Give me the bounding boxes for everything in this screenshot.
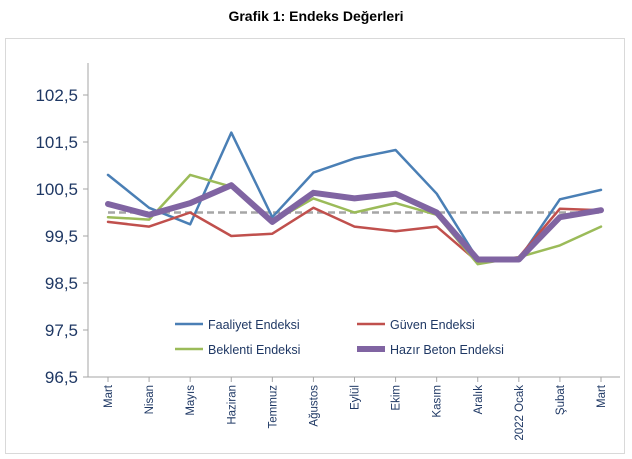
legend-label: Güven Endeksi — [390, 318, 475, 332]
x-tick-label: Ağustos — [308, 385, 320, 427]
x-tick-label: Temmuz — [267, 385, 279, 429]
y-tick-label: 100,5 — [35, 180, 78, 199]
series-line-haz-r-beton-endeksi — [105, 182, 604, 263]
x-tick-label: Ekim — [391, 385, 403, 411]
x-tick-label: Mayıs — [185, 385, 197, 416]
y-tick-label: 97,5 — [45, 321, 78, 340]
y-tick-label: 98,5 — [45, 274, 78, 293]
chart-frame — [5, 38, 625, 454]
y-tick-label: 96,5 — [45, 368, 78, 387]
y-tick-label: 101,5 — [35, 133, 78, 152]
x-tick-label: Nisan — [144, 385, 156, 414]
y-tick-label: 99,5 — [45, 227, 78, 246]
x-tick-label: Haziran — [226, 385, 238, 425]
legend-label: Hazır Beton Endeksi — [390, 343, 504, 357]
y-tick-label: 102,5 — [35, 86, 78, 105]
legend-label: Faaliyet Endeksi — [208, 318, 300, 332]
x-tick-label: Eylül — [350, 385, 362, 410]
x-tick-label: Mart — [103, 384, 115, 408]
x-tick-label: Mart — [596, 384, 608, 408]
legend-label: Beklenti Endeksi — [208, 343, 300, 357]
x-tick-label: Şubat — [555, 384, 567, 415]
x-tick-label: Kasım — [432, 385, 444, 418]
x-tick-label: Aralık — [473, 385, 485, 415]
x-tick-label: 2022 Ocak — [514, 385, 526, 441]
chart-title: Grafik 1: Endeks Değerleri — [228, 8, 404, 24]
